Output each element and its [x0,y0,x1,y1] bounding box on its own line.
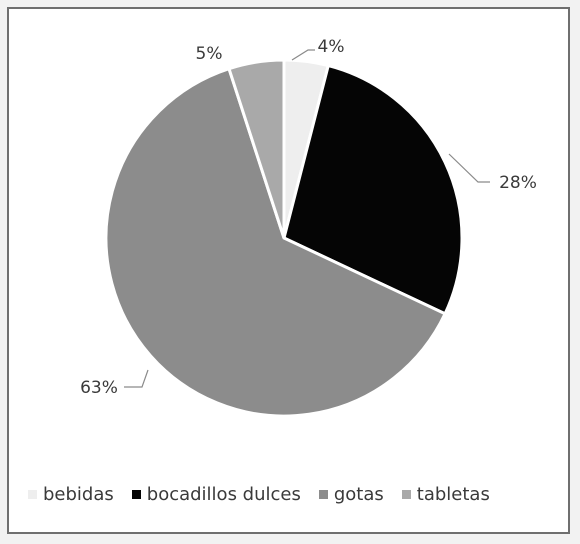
legend-item-bebidas: bebidas [28,484,114,505]
label-tabletas: 5% [196,44,223,64]
legend-label-bocadillos-dulces: bocadillos dulces [146,483,301,505]
slice-bocadillos-dulces [282,63,464,316]
legend-item-gotas: gotas [318,483,384,505]
legend-item-bocadillos-dulces: bocadillos dulces [131,483,301,505]
legend-item-tabletas: tabletas [401,483,490,505]
leader-line-bocadillos-dulces [448,153,490,183]
slice-tabletas [227,58,286,239]
legend-label-gotas: gotas [333,483,384,505]
label-gotas: 63% [80,378,118,398]
legend-label-bebidas: bebidas [43,483,114,505]
legend-swatch-gotas [318,489,328,499]
leader-line-gotas [124,369,149,388]
legend-swatch-tabletas [401,489,411,499]
slice-gotas [104,66,448,418]
legend: bebidas bocadillos dulces gotas tabletas [28,479,568,509]
legend-swatch-bocadillos-dulces [131,489,141,499]
label-bocadillos-dulces: 28% [499,173,537,193]
legend-label-tabletas: tabletas [416,483,490,505]
label-bebidas: 4% [318,37,345,57]
legend-swatch-bebidas [28,489,37,499]
leader-line-bebidas [291,49,315,61]
